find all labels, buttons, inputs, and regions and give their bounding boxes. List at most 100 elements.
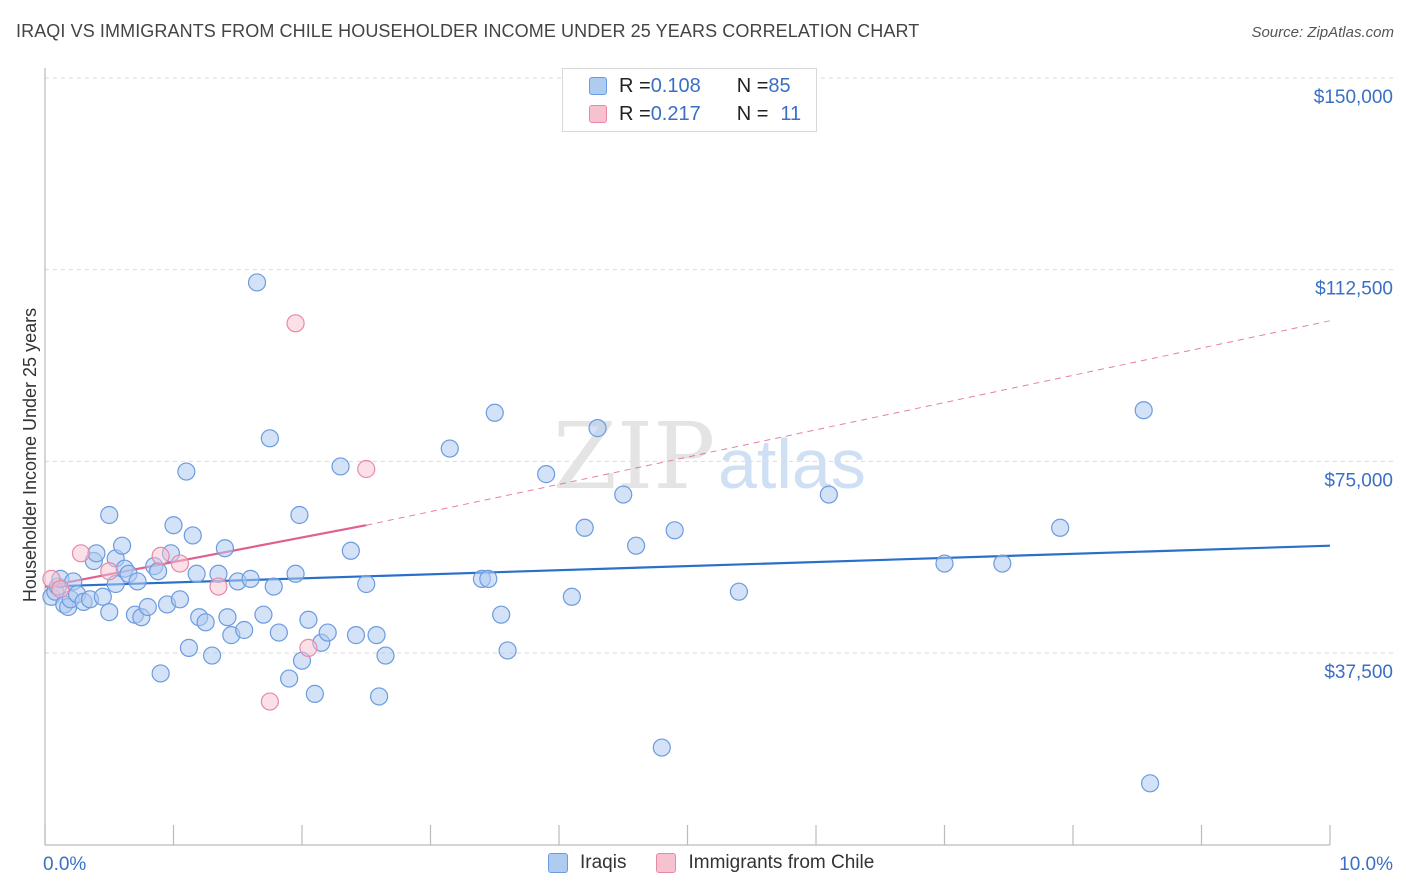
data-point-iraqis	[138, 597, 157, 617]
data-point-iraqis	[318, 623, 337, 642]
data-point-chile	[151, 546, 170, 565]
data-point-chile	[100, 562, 119, 581]
watermark-atlas: atlas	[718, 425, 866, 503]
data-point-iraqis	[614, 485, 633, 504]
data-point-iraqis	[202, 646, 222, 665]
data-point-iraqis	[286, 564, 305, 583]
bottom-legend-iraqis: Iraqis	[548, 852, 626, 874]
data-point-iraqis	[498, 641, 517, 660]
legend-swatch-chile	[589, 105, 607, 123]
data-point-iraqis	[100, 603, 119, 622]
data-point-iraqis	[280, 669, 299, 688]
data-point-iraqis	[1051, 518, 1070, 537]
data-point-iraqis	[357, 574, 376, 594]
watermark: ZIP atlas	[553, 403, 866, 510]
data-point-iraqis	[626, 536, 646, 555]
legend-row-iraqis: R = 0.108 N = 85	[589, 74, 791, 98]
data-point-iraqis	[440, 439, 459, 458]
data-point-iraqis	[148, 562, 168, 581]
y-tick-label: $37,500	[1324, 662, 1393, 683]
data-point-iraqis	[170, 590, 190, 609]
data-point-iraqis	[346, 626, 366, 645]
data-point-iraqis	[260, 429, 279, 448]
gridlines	[45, 77, 1395, 654]
data-point-iraqis	[187, 564, 206, 583]
data-point-iraqis	[485, 403, 504, 422]
data-point-iraqis	[183, 526, 202, 545]
data-point-iraqis	[290, 505, 309, 525]
data-point-chile	[209, 577, 228, 596]
data-point-iraqis	[196, 613, 215, 632]
y-axis-label: Householder Income Under 25 years	[20, 308, 40, 602]
data-point-iraqis	[93, 587, 112, 606]
data-point-iraqis	[376, 646, 395, 665]
data-point-iraqis	[537, 465, 556, 484]
legend-r-label: R =	[619, 74, 651, 97]
trend-line-chile	[44, 524, 367, 588]
legend-n-label: N =	[736, 74, 769, 97]
source-label: Source: ZipAtlas.com	[1251, 24, 1394, 41]
bottom-legend-label-iraqis: Iraqis	[580, 852, 627, 873]
data-point-iraqis	[177, 462, 196, 481]
legend-r-label: R =	[619, 102, 651, 125]
x-tick-label: 0.0%	[43, 854, 86, 875]
data-point-chile	[51, 580, 70, 599]
data-point-iraqis	[164, 516, 183, 535]
y-tick-label: $112,500	[1315, 279, 1393, 300]
bottom-legend-swatch-iraqis	[548, 853, 568, 873]
data-point-iraqis	[269, 623, 288, 642]
y-tick-label: $150,000	[1314, 87, 1393, 108]
data-point-chile	[299, 638, 318, 657]
data-point-chile	[71, 544, 91, 563]
data-point-iraqis	[935, 554, 954, 573]
bottom-legend-label-chile: Immigrants from Chile	[688, 852, 875, 873]
chart-title: IRAQI VS IMMIGRANTS FROM CHILE HOUSEHOLD…	[16, 21, 920, 41]
data-point-iraqis	[299, 610, 318, 629]
data-point-iraqis	[241, 569, 260, 588]
data-point-iraqis	[254, 605, 273, 624]
x-tick-label: 10.0%	[1339, 854, 1393, 875]
series-chile-points	[42, 314, 376, 711]
axes	[44, 68, 1331, 846]
data-point-iraqis	[305, 684, 324, 703]
data-point-iraqis	[729, 582, 749, 601]
y-tick-label: $75,000	[1324, 470, 1393, 491]
bottom-legend-chile: Immigrants from Chile	[656, 852, 874, 874]
data-point-iraqis	[367, 626, 386, 645]
data-point-iraqis	[112, 536, 132, 555]
data-point-chile	[170, 554, 190, 573]
data-point-iraqis	[247, 273, 267, 292]
legend: R = 0.108 N = 85 R = 0.217 N = 11	[562, 68, 817, 132]
data-point-iraqis	[100, 505, 119, 525]
data-point-iraqis	[215, 539, 234, 558]
data-point-chile	[357, 459, 376, 479]
data-point-iraqis	[370, 687, 389, 706]
y-tick-labels: $37,500 $75,000 $112,500 $150,000	[1314, 87, 1393, 683]
legend-row-chile: R = 0.217 N = 11	[589, 102, 801, 126]
data-point-iraqis	[87, 544, 106, 563]
data-point-iraqis	[1134, 401, 1153, 420]
data-point-iraqis	[179, 638, 199, 657]
watermark-zip: ZIP	[553, 403, 715, 510]
data-point-iraqis	[151, 664, 170, 683]
data-point-iraqis	[341, 541, 360, 560]
data-point-iraqis	[235, 620, 254, 640]
legend-r-value: 0.108	[650, 74, 701, 97]
data-point-iraqis	[218, 608, 237, 627]
data-point-iraqis	[562, 587, 581, 606]
data-point-iraqis	[652, 738, 671, 757]
series-iraqis-points	[42, 273, 1160, 793]
legend-n-label: N =	[736, 102, 769, 125]
data-point-iraqis	[588, 419, 607, 438]
legend-n-value: 85	[768, 74, 791, 97]
data-point-iraqis	[819, 485, 838, 504]
data-point-iraqis	[575, 518, 594, 537]
data-point-chile	[286, 314, 305, 333]
data-point-iraqis	[665, 521, 684, 540]
data-point-iraqis	[128, 572, 147, 591]
data-point-chile	[260, 692, 279, 711]
legend-n-value: 11	[780, 102, 802, 125]
data-point-iraqis	[492, 605, 511, 624]
data-point-iraqis	[479, 569, 498, 588]
